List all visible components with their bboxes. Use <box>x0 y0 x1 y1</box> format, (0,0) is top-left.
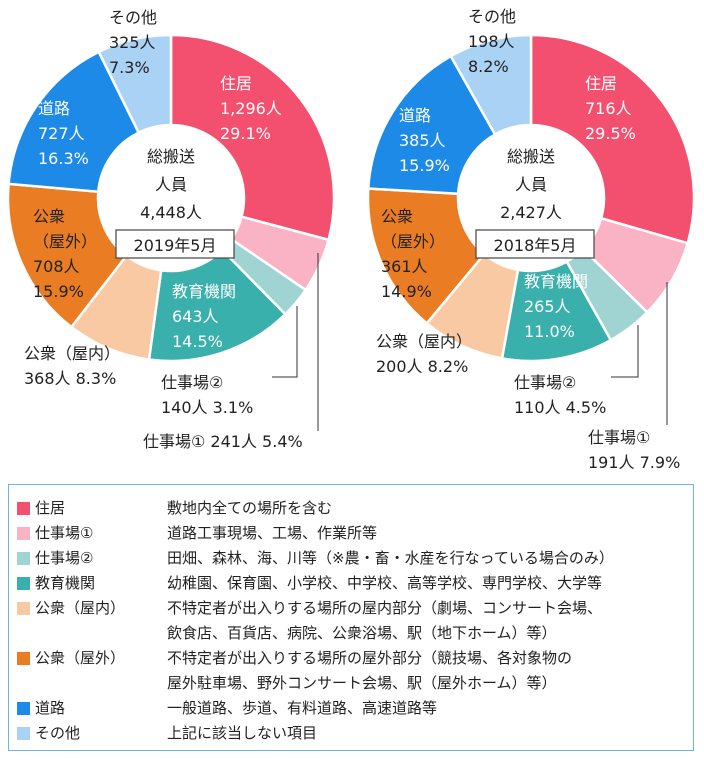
legend-item: 教育機関 幼稚園、保育園、小学校、中学校、高等学校、専門学校、大学等 <box>17 571 693 596</box>
slice-住居 <box>529 33 696 245</box>
date-label: 2018年5月 <box>494 236 577 255</box>
legend-description: 道路工事現場、工場、作業所等 <box>167 524 378 542</box>
legend-label: 住居 <box>35 499 66 517</box>
slice-label: 教育機関 265人 11.0% <box>524 272 588 341</box>
slice-label: 教育機関 643人 14.5% <box>172 282 236 351</box>
center-label: 総搬送 <box>507 147 555 166</box>
legend-description: 敷地内全ての場所を含む <box>167 499 333 517</box>
legend-swatch <box>17 702 30 715</box>
slice-label: 道路 385人 15.9% <box>399 106 450 175</box>
leader-line <box>611 325 639 378</box>
slice-label: 仕事場② 140人 3.1% <box>161 373 253 417</box>
slice-label: 住居 1,296人 29.1% <box>220 74 282 143</box>
legend-swatch <box>17 502 30 515</box>
legend-item: 仕事場② 田畑、森林、海、川等（※農・畜・水産を行なっている場合のみ） <box>17 546 693 571</box>
legend-label: 教育機関 <box>35 574 96 592</box>
center-label: 4,448人 <box>140 203 202 222</box>
slice-道路 <box>7 50 141 194</box>
slice-label: その他 198人 8.2% <box>468 7 516 76</box>
legend-swatch <box>17 577 30 590</box>
legend-item: 道路 一般道路、歩道、有料道路、高速道路等 <box>17 696 693 721</box>
legend-description: 田畑、森林、海、川等（※農・畜・水産を行なっている場合のみ） <box>167 549 614 567</box>
date-box <box>115 229 235 259</box>
legend-item: 公衆（屋外） 不特定者が出入りする場所の屋外部分（競技場、各対象物の 屋外駐車場、野… <box>17 646 693 696</box>
legend-label: その他 <box>35 724 81 742</box>
legend-item: 住居 敷地内全ての場所を含む <box>17 496 693 521</box>
slice-label: 公衆（屋内） 200人 8.2% <box>376 332 472 376</box>
slice-label: 公衆（屋外） 361人 14.9% <box>381 207 445 301</box>
center-label: 2,427人 <box>500 203 562 222</box>
legend-swatch <box>17 527 30 540</box>
date-label: 2019年5月 <box>134 236 217 255</box>
legend-label: 公衆（屋内） <box>35 599 126 617</box>
legend-item: その他 上記に該当しない項目 <box>17 721 693 746</box>
slice-道路 <box>366 54 497 196</box>
legend-label: 道路 <box>35 699 66 717</box>
slice-label: 仕事場① 241人 5.4% <box>143 432 303 451</box>
legend-item: 仕事場① 道路工事現場、工場、作業所等 <box>17 521 693 546</box>
leader-line <box>272 306 298 378</box>
slice-label: 仕事場② 110人 4.5% <box>514 373 606 417</box>
legend-description: 一般道路、歩道、有料道路、高速道路等 <box>167 699 438 717</box>
slice-公衆（屋外） <box>366 187 487 326</box>
slice-その他 <box>97 33 173 135</box>
slice-住居 <box>169 33 336 242</box>
slice-label: 公衆（屋外） 708人 15.9% <box>33 207 97 301</box>
legend-label: 仕事場② <box>35 549 94 567</box>
center-label: 人員 <box>155 175 187 194</box>
slice-label: 住居 716人 29.5% <box>585 74 636 143</box>
slice-その他 <box>449 33 533 137</box>
slice-label: 道路 727人 16.3% <box>38 99 89 168</box>
legend-swatch <box>17 552 30 565</box>
legend-swatch <box>17 602 30 615</box>
center-label: 総搬送 <box>147 147 195 166</box>
legend-description: 幼稚園、保育園、小学校、中学校、高等学校、専門学校、大学等 <box>167 574 603 592</box>
slice-label: 仕事場① 191人 7.9% <box>588 428 680 472</box>
legend-description: 不特定者が出入りする場所の屋内部分（劇場、コンサート会場、 飲食店、百貨店、病院、… <box>167 599 603 642</box>
legend-description: 上記に該当しない項目 <box>167 724 318 742</box>
legend-item: 公衆（屋内） 不特定者が出入りする場所の屋内部分（劇場、コンサート会場、 飲食店、百… <box>17 596 693 646</box>
legend-description: 不特定者が出入りする場所の屋外部分（競技場、各対象物の 屋外駐車場、野外コンサート… <box>167 649 573 692</box>
legend-swatch <box>17 727 30 740</box>
date-box <box>475 229 595 259</box>
slice-label: その他 325人 7.3% <box>109 8 157 77</box>
legend-label: 公衆（屋外） <box>35 649 126 667</box>
legend-label: 仕事場① <box>35 524 94 542</box>
slice-公衆（屋外） <box>6 182 129 329</box>
legend-box: 住居 敷地内全ての場所を含む仕事場① 道路工事現場、工場、作業所等仕事場② 田畑、森林… <box>8 484 694 751</box>
legend-swatch <box>17 652 30 665</box>
slice-label: 公衆（屋内） 368人 8.3% <box>24 344 120 388</box>
center-label: 人員 <box>515 175 547 194</box>
